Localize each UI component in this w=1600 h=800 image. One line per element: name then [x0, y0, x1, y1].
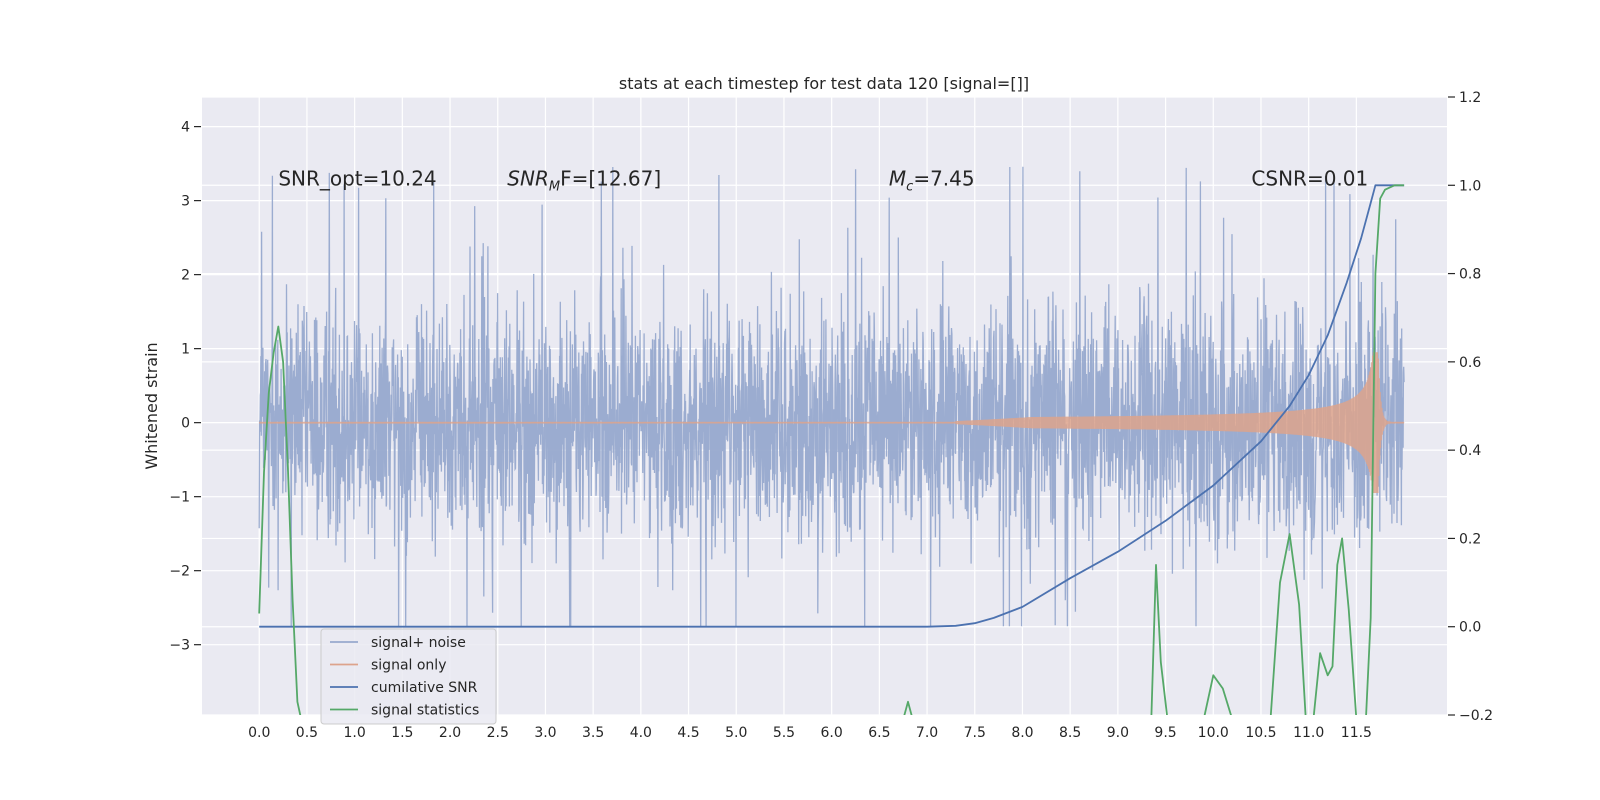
x-tick-label: 10.0	[1198, 725, 1229, 741]
series-layer	[258, 166, 1405, 715]
x-tick-label: 9.5	[1154, 725, 1176, 741]
y-tick-label: 1	[181, 342, 190, 358]
annotation-text: Mc=7.45	[889, 166, 975, 194]
x-tick-label: 6.0	[821, 725, 843, 741]
x-tick-label: 9.0	[1107, 725, 1129, 741]
x-tick-label: 5.0	[725, 725, 747, 741]
x-tick-label: 7.0	[916, 725, 938, 741]
y2-tick-label: 0.8	[1459, 267, 1481, 283]
legend-label: signal+ noise	[371, 635, 466, 651]
legend-label: cumilative SNR	[371, 680, 478, 696]
x-tick-label: 11.5	[1341, 725, 1372, 741]
legend: signal+ noise signal only cumilative SNR si…	[320, 628, 497, 725]
y2-tick-label: 1.0	[1459, 178, 1481, 194]
x-tick-label: 4.5	[677, 725, 699, 741]
y-tick-label: 0	[181, 416, 190, 432]
x-tick-label: 8.5	[1059, 725, 1081, 741]
x-tick-label: 3.0	[534, 725, 556, 741]
x-tick-label: 6.5	[868, 725, 890, 741]
x-tick-label: 11.0	[1293, 725, 1324, 741]
x-tick-label: 0.0	[248, 725, 270, 741]
x-tick-label: 8.0	[1011, 725, 1033, 741]
annotation-text: SNR_opt=10.24	[278, 166, 436, 190]
y2-tick-label: 1.2	[1459, 90, 1481, 106]
ticks: 0.0 0.5 1.0 1.5 2.0 2.5 3.0 3.5 4.0 4.5 5.0 5.5 6.0 6…	[169, 90, 1493, 741]
y2-tick-label: 0.2	[1459, 531, 1481, 547]
annotations: SNR_opt=10.24 SNRMF=[12.67] Mc=7.45 CSNR=0.…	[278, 166, 1368, 194]
legend-label: signal only	[371, 658, 446, 674]
chart-title: stats at each timestep for test data 120…	[619, 74, 1029, 93]
x-tick-label: 10.5	[1245, 725, 1276, 741]
x-tick-label: 2.5	[487, 725, 509, 741]
series-signal-only	[258, 352, 1405, 494]
x-tick-label: 7.5	[964, 725, 986, 741]
annotation-text: SNRMF=[12.67]	[507, 166, 661, 194]
x-tick-label: 1.0	[344, 725, 366, 741]
y-tick-label: −3	[169, 638, 190, 654]
y2-tick-label: 0.4	[1459, 443, 1481, 459]
y2-tick-label: 0.0	[1459, 620, 1481, 636]
y-tick-label: 2	[181, 268, 190, 284]
x-tick-label: 4.0	[630, 725, 652, 741]
y2-tick-label: 0.6	[1459, 355, 1481, 371]
x-tick-label: 3.5	[582, 725, 604, 741]
x-tick-label: 1.5	[391, 725, 413, 741]
annotation-text: CSNR=0.01	[1251, 166, 1368, 190]
y-axis-label: Whitened strain	[142, 342, 161, 469]
series-signal-statistics	[258, 184, 1405, 715]
legend-label: signal statistics	[371, 703, 479, 719]
x-tick-label: 0.5	[296, 725, 318, 741]
series-signal-noise	[258, 166, 1405, 627]
y-tick-label: 3	[181, 194, 190, 210]
y2-tick-label: −0.2	[1459, 708, 1493, 724]
x-tick-label: 5.5	[773, 725, 795, 741]
x-tick-label: 2.0	[439, 725, 461, 741]
y-tick-label: −2	[169, 564, 190, 580]
y-tick-label: 4	[181, 120, 190, 136]
legend-box	[320, 628, 497, 725]
y-tick-label: −1	[169, 490, 190, 506]
series-cumulative-snr	[259, 184, 1405, 628]
